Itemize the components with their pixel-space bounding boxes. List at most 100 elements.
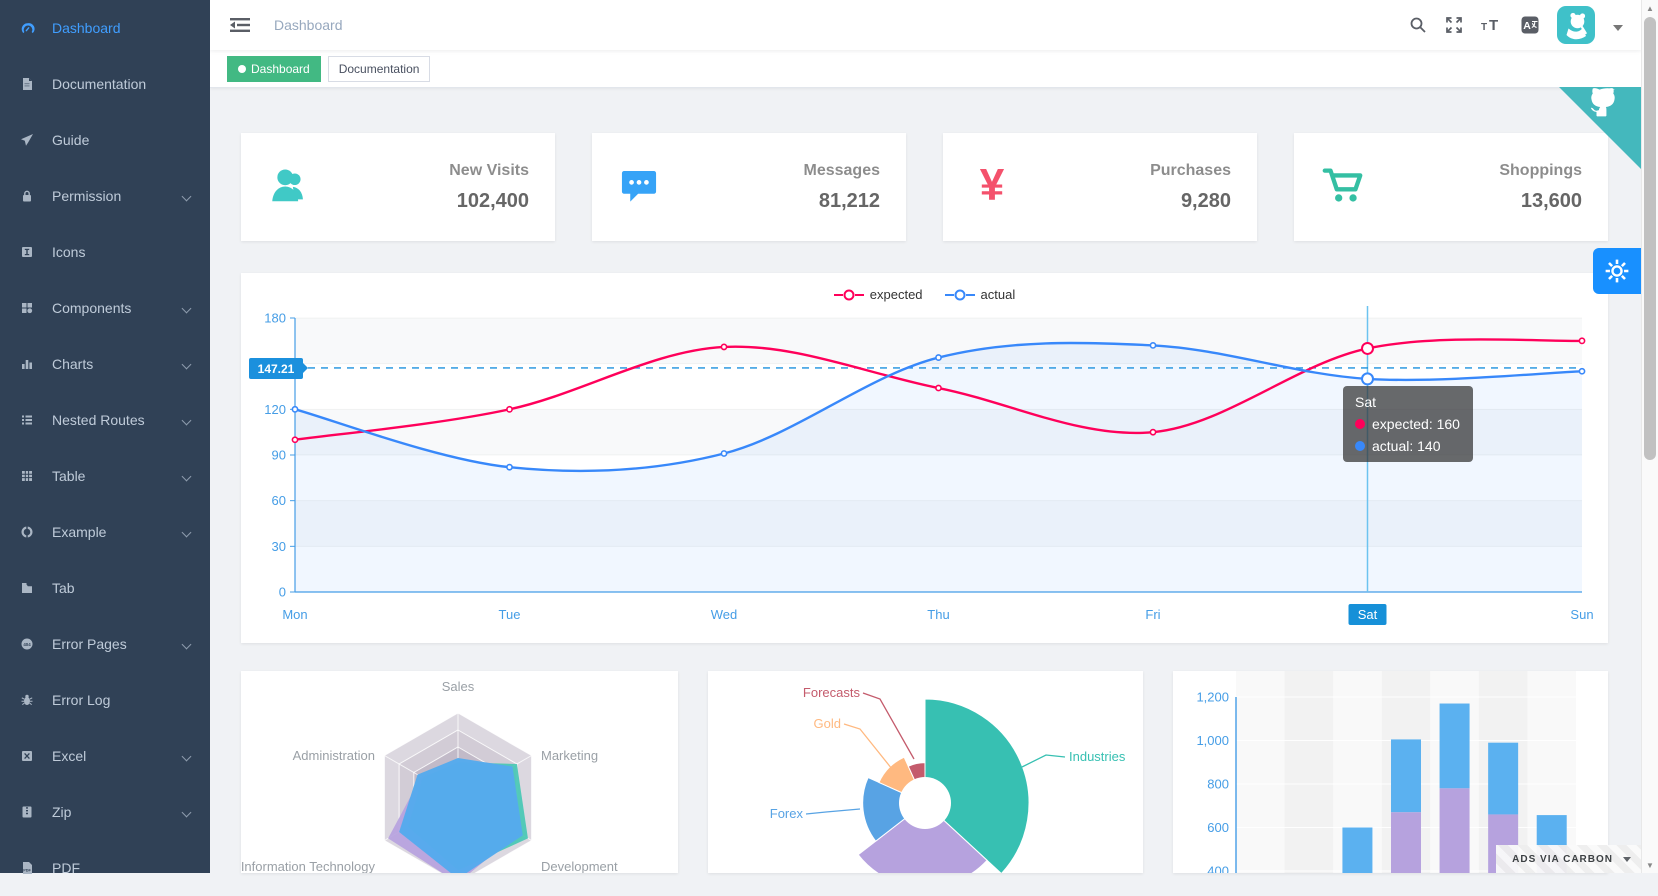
svg-text:Development: Development (541, 859, 618, 873)
sidebar-item-label: Error Log (52, 692, 196, 708)
sidebar-item-excel[interactable]: Excel (0, 728, 210, 784)
stat-title: Messages (804, 162, 881, 180)
bottom-charts-row: SalesMarketingDevelopmentCustomer Suppor… (241, 671, 1608, 873)
scroll-down-arrow[interactable]: ▼ (1642, 857, 1658, 873)
sidebar-item-table[interactable]: Table (0, 448, 210, 504)
svg-text:800: 800 (1208, 777, 1230, 792)
legend-item-actual[interactable]: actual (945, 287, 1016, 302)
svg-text:90: 90 (272, 448, 286, 463)
svg-text:Wed: Wed (711, 607, 738, 622)
tags-view-bar: Dashboard Documentation (210, 50, 1641, 88)
documentation-icon (20, 76, 36, 92)
sidebar-item-example[interactable]: Example (0, 504, 210, 560)
sidebar-item-icons[interactable]: Icons (0, 224, 210, 280)
tag-dashboard[interactable]: Dashboard (227, 56, 321, 82)
sidebar-item-dashboard[interactable]: Dashboard (0, 0, 210, 56)
pdf-icon: PDF (20, 860, 36, 876)
sidebar: Dashboard Documentation Guide Permission… (0, 0, 210, 873)
tag-label: Documentation (339, 62, 420, 76)
icons-icon (20, 244, 36, 260)
svg-text:600: 600 (1208, 820, 1230, 835)
sidebar-item-guide[interactable]: Guide (0, 112, 210, 168)
language-icon[interactable]: A (1521, 16, 1539, 34)
sidebar-item-tab[interactable]: Tab (0, 560, 210, 616)
scroll-up-arrow[interactable]: ▲ (1642, 0, 1658, 16)
stat-card-new-visits[interactable]: New Visits 102,400 (241, 133, 555, 241)
sidebar-item-components[interactable]: Components (0, 280, 210, 336)
stat-value: 81,212 (804, 190, 881, 213)
search-icon[interactable] (1409, 16, 1427, 34)
tag-label: Dashboard (251, 62, 310, 76)
sidebar-item-permission[interactable]: Permission (0, 168, 210, 224)
sidebar-item-label: Excel (52, 748, 183, 764)
bug-icon (20, 692, 36, 708)
sidebar-item-error-pages[interactable]: 404 Error Pages (0, 616, 210, 672)
legend-item-expected[interactable]: expected (834, 287, 923, 302)
sidebar-item-label: Permission (52, 188, 183, 204)
tag-dot-icon (238, 65, 246, 73)
chevron-down-icon (182, 415, 192, 425)
svg-text:Thu: Thu (927, 607, 949, 622)
settings-button[interactable] (1593, 248, 1641, 294)
ads-via-carbon[interactable]: ADS VIA CARBON (1496, 845, 1641, 873)
sidebar-item-charts[interactable]: Charts (0, 336, 210, 392)
svg-text:Sales: Sales (442, 679, 475, 694)
scrollbar-thumb[interactable] (1644, 17, 1656, 460)
error-pages-icon: 404 (20, 636, 36, 652)
svg-text:180: 180 (264, 311, 286, 326)
sidebar-item-error-log[interactable]: Error Log (0, 672, 210, 728)
sidebar-item-label: Example (52, 524, 183, 540)
sidebar-item-label: Tab (52, 580, 196, 596)
github-corner-link[interactable] (1559, 87, 1641, 169)
tab-icon (20, 580, 36, 596)
sidebar-item-label: Documentation (52, 76, 196, 92)
shopping-cart-icon (1320, 162, 1366, 213)
chevron-down-icon[interactable] (1613, 25, 1623, 31)
avatar[interactable] (1557, 6, 1595, 44)
stat-card-purchases[interactable]: ¥ Purchases 9,280 (943, 133, 1257, 241)
sidebar-item-nested-routes[interactable]: Nested Routes (0, 392, 210, 448)
svg-text:Tue: Tue (499, 607, 521, 622)
legend-label: expected (870, 287, 923, 302)
sidebar-item-documentation[interactable]: Documentation (0, 56, 210, 112)
scrollbar[interactable]: ▲ ▼ (1641, 0, 1658, 873)
stat-card-messages[interactable]: Messages 81,212 (592, 133, 906, 241)
chevron-down-icon (182, 359, 192, 369)
legend-marker-icon (834, 289, 864, 301)
svg-text:120: 120 (264, 402, 286, 417)
svg-text:Sat: Sat (1358, 607, 1378, 622)
sidebar-item-label: Table (52, 468, 183, 484)
table-icon (20, 468, 36, 484)
svg-text:Information Technology: Information Technology (241, 859, 375, 873)
legend-label: actual (981, 287, 1016, 302)
svg-text:0: 0 (279, 585, 286, 600)
svg-text:Industries: Industries (1069, 749, 1126, 764)
stat-value: 102,400 (449, 190, 529, 213)
nested-routes-icon (20, 412, 36, 428)
tag-documentation[interactable]: Documentation (328, 56, 431, 82)
stat-title: Purchases (1150, 162, 1231, 180)
sidebar-item-label: Error Pages (52, 636, 183, 652)
hamburger-icon[interactable] (228, 16, 260, 34)
sidebar-item-label: PDF (52, 860, 196, 876)
svg-text:1,200: 1,200 (1197, 690, 1230, 705)
sidebar-item-pdf[interactable]: PDF PDF (0, 840, 210, 896)
svg-text:Forecasts: Forecasts (803, 685, 861, 700)
lock-icon (20, 188, 36, 204)
svg-text:Sun: Sun (1570, 607, 1593, 622)
fullscreen-icon[interactable] (1445, 16, 1463, 34)
zip-icon (20, 804, 36, 820)
stats-row: New Visits 102,400 Messages 81,212 ¥ Pur… (241, 133, 1608, 241)
ads-caret-icon (1623, 857, 1631, 862)
example-icon (20, 524, 36, 540)
chart-legend: expected actual (241, 287, 1608, 302)
charts-icon (20, 356, 36, 372)
sidebar-item-zip[interactable]: Zip (0, 784, 210, 840)
people-icon (267, 162, 313, 213)
chevron-down-icon (182, 807, 192, 817)
svg-text:Gold: Gold (813, 716, 840, 731)
